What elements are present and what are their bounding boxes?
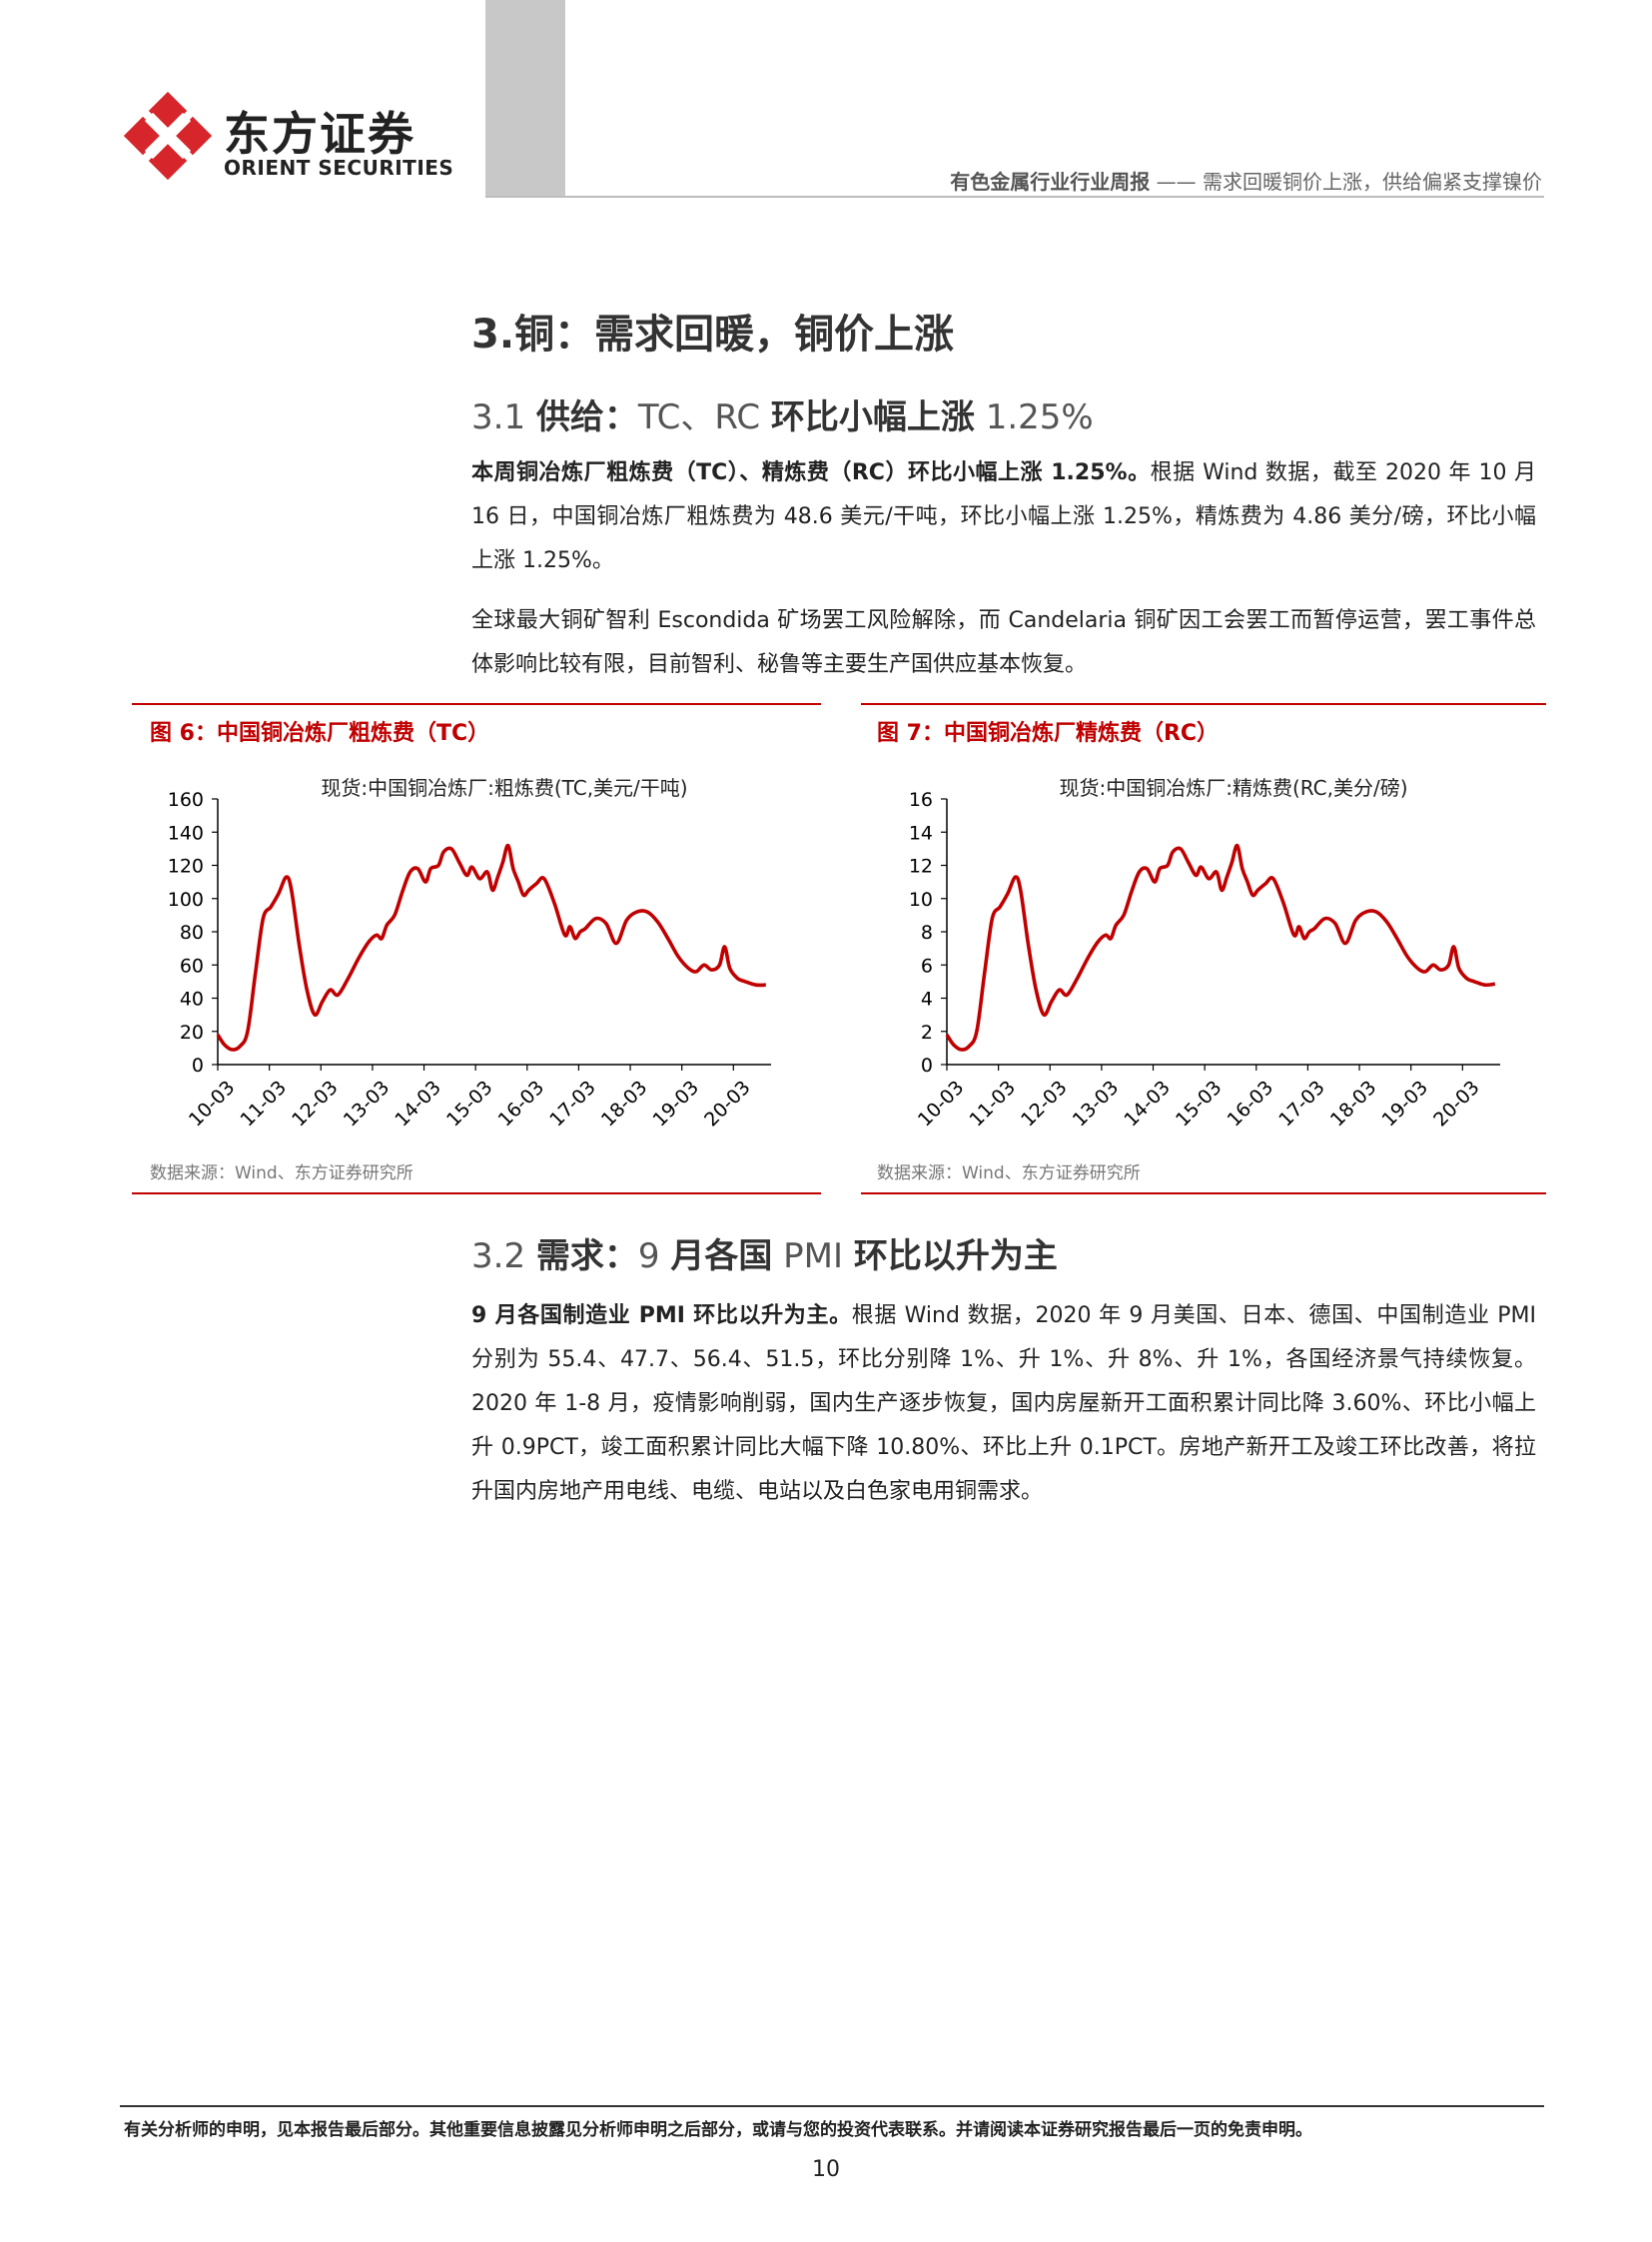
legend-label: 现货:中国铜冶炼厂:粗炼费(TC,美元/干吨) — [321, 776, 687, 800]
x-tick-label: 12-03 — [1017, 1077, 1072, 1131]
y-tick-label: 10 — [909, 889, 933, 911]
header-decor-bar — [485, 0, 565, 196]
x-tick-label: 10-03 — [914, 1077, 969, 1131]
subsection-text: 1.25% — [974, 397, 1094, 437]
rc-chart: 0 2 4 6 8 10 12 14 16 10-0311-0312-0313-0314-0315… — [909, 776, 1500, 1131]
x-tick-label: 18-03 — [1326, 1077, 1381, 1131]
subsection-bold: 供给： — [535, 397, 638, 437]
paragraph-strike: 全球最大铜矿智利 Escondida 矿场罢工风险解除，而 Candelaria… — [471, 608, 1536, 677]
x-tick-label: 10-03 — [185, 1077, 240, 1131]
subsection-number: 3.1 — [471, 397, 536, 437]
figure6-bottom-rule — [132, 1192, 821, 1194]
subsection-text: 9 — [637, 1236, 671, 1276]
figure7-bottom-rule — [861, 1192, 1546, 1194]
paragraph-body: 根据 Wind 数据，2020 年 9 月美国、日本、德国、中国制造业 PMI … — [471, 1303, 1536, 1504]
x-tick-label: 20-03 — [700, 1077, 755, 1131]
subsection-bold: 需求： — [535, 1236, 638, 1276]
figure7-source: 数据来源：Wind、东方证券研究所 — [877, 1163, 1141, 1183]
x-tick-label: 13-03 — [340, 1077, 395, 1131]
y-tick-label: 8 — [921, 922, 933, 944]
x-tick-label: 14-03 — [1120, 1077, 1175, 1131]
series-line — [945, 843, 1496, 1052]
y-tick-label: 12 — [909, 856, 933, 878]
y-tick-label: 20 — [180, 1022, 204, 1044]
subsection-bold: 环比小幅上涨 — [770, 397, 975, 437]
tc-chart: 0 20 40 60 80 100 120 140 160 10-0311-0312-0313-0… — [168, 776, 771, 1131]
y-tick-label: 80 — [180, 922, 204, 944]
y-tick-label: 2 — [921, 1022, 933, 1044]
figure7-top-rule — [861, 703, 1546, 705]
x-tick-label: 20-03 — [1429, 1077, 1484, 1131]
paragraph-lead: 9 月各国制造业 PMI 环比以升为主。 — [471, 1303, 852, 1328]
y-tick-label: 4 — [921, 989, 933, 1011]
report-header: 有色金属行业行业周报 —— 需求回暖铜价上涨，供给偏紧支撑镍价 — [950, 166, 1542, 195]
x-tick-label: 16-03 — [1224, 1077, 1278, 1131]
x-tick-label: 13-03 — [1069, 1077, 1124, 1131]
y-tick-label: 0 — [192, 1055, 204, 1077]
y-tick-label: 16 — [909, 789, 933, 811]
paragraph-body: 根据 Wind 数据，截至 2020 年 10 月 16 日，中国铜冶炼厂粗炼费… — [471, 460, 1536, 573]
logo-chinese-name: 东方证券 — [224, 107, 415, 161]
x-tick-label: 11-03 — [236, 1077, 291, 1131]
x-tick-label: 17-03 — [1274, 1077, 1329, 1131]
subsection-number: 3.2 — [471, 1236, 536, 1276]
paragraph-lead: 本周铜冶炼厂粗炼费（TC）、精炼费（RC）环比小幅上涨 1.25%。 — [471, 460, 1151, 485]
x-tick-label: 18-03 — [597, 1077, 652, 1131]
x-tick-label: 15-03 — [442, 1077, 497, 1131]
report-title: 需求回暖铜价上涨，供给偏紧支撑镍价 — [1203, 170, 1542, 194]
subsection-bold: 环比以升为主 — [853, 1236, 1058, 1276]
legend-label: 现货:中国铜冶炼厂:精炼费(RC,美分/磅) — [1059, 776, 1407, 800]
subsection-title-demand: 3.2 需求：9 月各国 PMI 环比以升为主 — [471, 1228, 1058, 1277]
figure6-source: 数据来源：Wind、东方证券研究所 — [150, 1163, 413, 1183]
subsection-title-supply: 3.1 供给：TC、RC 环比小幅上涨 1.25% — [471, 389, 1094, 438]
y-tick-label: 120 — [168, 856, 204, 878]
x-tick-label: 14-03 — [391, 1077, 445, 1131]
subsection-bold: 月各国 — [670, 1236, 773, 1276]
x-tick-label: 17-03 — [545, 1077, 600, 1131]
x-tick-label: 19-03 — [1378, 1077, 1433, 1131]
y-tick-label: 160 — [168, 789, 204, 811]
figure6-title: 图 6：中国铜冶炼厂粗炼费（TC） — [150, 721, 490, 746]
report-type: 有色金属行业行业周报 — [950, 170, 1151, 194]
figure6-top-rule — [132, 703, 821, 705]
x-tick-label: 11-03 — [965, 1077, 1020, 1131]
paragraph-tc-rc: 本周铜冶炼厂粗炼费（TC）、精炼费（RC）环比小幅上涨 1.25%。根据 Win… — [471, 451, 1536, 583]
y-tick-label: 0 — [921, 1055, 933, 1077]
subsection-text: TC、RC — [637, 397, 771, 437]
footer-divider — [120, 2105, 1544, 2107]
y-tick-label: 100 — [168, 889, 204, 911]
section-title: 3.铜：需求回暖，铜价上涨 — [471, 312, 955, 358]
x-tick-label: 12-03 — [288, 1077, 343, 1131]
y-tick-label: 6 — [921, 955, 933, 977]
x-tick-label: 16-03 — [494, 1077, 549, 1131]
x-tick-label: 19-03 — [649, 1077, 704, 1131]
figure7-title: 图 7：中国铜冶炼厂精炼费（RC） — [877, 721, 1220, 746]
subsection-text: PMI — [772, 1236, 854, 1276]
series-line — [216, 843, 766, 1052]
y-tick-label: 40 — [180, 989, 204, 1011]
paragraph-pmi: 9 月各国制造业 PMI 环比以升为主。根据 Wind 数据，2020 年 9 … — [471, 1294, 1536, 1514]
y-tick-label: 140 — [168, 822, 204, 844]
header-separator: —— — [1150, 170, 1203, 194]
y-tick-label: 60 — [180, 955, 204, 977]
header-divider — [485, 196, 1544, 198]
x-tick-label: 15-03 — [1172, 1077, 1227, 1131]
footer-disclaimer: 有关分析师的申明，见本报告最后部分。其他重要信息披露见分析师申明之后部分，或请与… — [124, 2120, 1312, 2140]
page-number: 10 — [812, 2157, 840, 2182]
logo-english-name: ORIENT SECURITIES — [224, 156, 454, 180]
y-tick-label: 14 — [909, 822, 933, 844]
orient-logo-icon — [123, 91, 213, 181]
